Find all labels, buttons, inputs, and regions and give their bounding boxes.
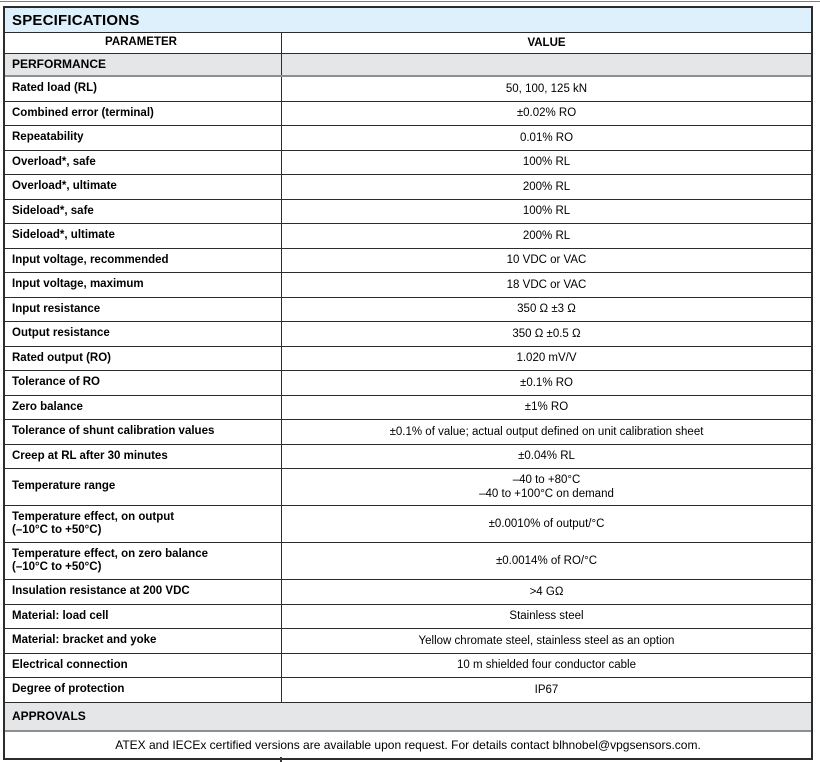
cropped-divider-artifact [280,757,282,762]
table-row: Temperature range –40 to +80°C –40 to +1… [5,469,811,506]
parameter-cell: Creep at RL after 30 minutes [5,444,282,468]
page-top-hairline [0,1,820,2]
parameter-cell: Zero balance [5,395,282,419]
parameter-cell: Input resistance [5,297,282,321]
table-row: Input voltage, recommended 10 VDC or VAC [5,248,811,273]
value-cell: 350 Ω ±0.5 Ω [512,327,581,340]
parameter-cell: Material: load cell [5,604,282,628]
value-cell: –40 to +80°C –40 to +100°C on demand [282,469,811,505]
table-row: Creep at RL after 30 minutes ±0.04% RL [5,444,811,469]
table-row: Material: bracket and yoke Yellow chroma… [5,629,811,654]
parameter-cell: Temperature effect, on output (–10°C to … [5,506,282,542]
value-cell: 0.01% RO [519,131,574,144]
value-cell: ±0.0010% of output/°C [488,518,605,530]
table-row: Rated load (RL) 50, 100, 125 kN [5,77,811,102]
section-label: APPROVALS [12,709,86,723]
value-cell: 50, 100, 125 kN [505,82,588,95]
value-cell: Yellow chromate steel, stainless steel a… [418,634,675,647]
approvals-note-text: ATEX and IECEx certified versions are av… [115,737,701,752]
parameter-cell: Temperature range [5,469,282,505]
parameter-line-2: (–10°C to +50°C) [12,524,102,536]
section-header-approvals: APPROVALS [5,702,811,732]
table-row: Degree of protection IP67 [5,678,811,703]
table-row: Input resistance 350 Ω ±3 Ω [5,297,811,322]
table-row: Electrical connection 10 m shielded four… [5,653,811,678]
table-title: SPECIFICATIONS [5,8,811,33]
value-cell: Stainless steel [509,610,584,623]
parameter-cell: Electrical connection [5,653,282,677]
value-cell: ±0.1% RO [520,376,573,389]
value-cell: 350 Ω ±3 Ω [517,303,576,316]
value-cell: ±0.02% RO [516,107,577,120]
table-row: Repeatability 0.01% RO [5,126,811,151]
table-row: Temperature effect, on zero balance (–10… [5,543,811,580]
parameter-cell: Sideload*, ultimate [5,224,282,248]
section-empty-cell [282,54,811,75]
parameter-cell: Output resistance [5,322,282,346]
parameter-cell: Combined error (terminal) [5,101,282,125]
table-row: Combined error (terminal) ±0.02% RO [5,101,811,126]
parameter-cell: Input voltage, recommended [5,248,282,272]
value-cell: 200% RL [522,229,571,242]
parameter-cell: Degree of protection [5,678,282,702]
parameter-cell: Sideload*, safe [5,199,282,223]
table-row: Sideload*, ultimate 200% RL [5,224,811,249]
value-cell: 10 m shielded four conductor cable [457,659,636,672]
column-header-row: PARAMETER VALUE [5,33,811,54]
table-row: Insulation resistance at 200 VDC >4 GΩ [5,580,811,605]
table-row: Output resistance 350 Ω ±0.5 Ω [5,322,811,347]
parameter-cell: Repeatability [5,126,282,150]
approvals-note: ATEX and IECEx certified versions are av… [5,732,811,758]
table-row: Tolerance of shunt calibration values ±0… [5,420,811,445]
section-header-performance: PERFORMANCE [5,54,811,77]
table-row: Sideload*, safe 100% RL [5,199,811,224]
table-row: Rated output (RO) 1.020 mV/V [5,346,811,371]
value-cell: 18 VDC or VAC [506,278,587,291]
table-row: Tolerance of RO ±0.1% RO [5,371,811,396]
column-header-parameter: PARAMETER [5,33,282,53]
parameter-cell: Material: bracket and yoke [5,629,282,653]
column-header-value: VALUE [527,37,566,49]
table-row: Input voltage, maximum 18 VDC or VAC [5,273,811,298]
table-row: Zero balance ±1% RO [5,395,811,420]
parameter-cell: Insulation resistance at 200 VDC [5,580,282,604]
parameter-cell: Tolerance of RO [5,371,282,395]
table-row: Material: load cell Stainless steel [5,604,811,629]
table-row: Overload*, ultimate 200% RL [5,175,811,200]
parameter-cell: Temperature effect, on zero balance (–10… [5,543,282,579]
parameter-cell: Overload*, safe [5,150,282,174]
value-cell: ±0.1% of value; actual output defined on… [389,425,704,438]
value-cell: 100% RL [522,156,571,169]
value-cell: ±0.0014% of RO/°C [495,555,598,567]
parameter-line-1: Temperature effect, on output [12,510,175,523]
value-cell: 1.020 mV/V [516,352,577,365]
parameter-cell: Tolerance of shunt calibration values [5,420,282,444]
specifications-table: SPECIFICATIONS PARAMETER VALUE PERFORMAN… [3,6,813,760]
parameter-cell: Overload*, ultimate [5,175,282,199]
value-cell: ±1% RO [524,401,569,414]
value-cell: 200% RL [522,180,571,193]
section-label: PERFORMANCE [5,54,282,75]
value-cell: IP67 [534,683,559,696]
table-row: Overload*, safe 100% RL [5,150,811,175]
value-cell: 10 VDC or VAC [506,254,587,267]
value-cell: >4 GΩ [529,585,564,598]
table-title-label: SPECIFICATIONS [12,11,140,29]
value-line-1: –40 to +80°C [512,474,581,486]
value-cell: 100% RL [522,205,571,218]
parameter-line-2: (–10°C to +50°C) [12,561,102,573]
parameter-cell: Rated load (RL) [5,77,282,101]
value-cell: ±0.04% RL [518,450,575,463]
parameter-line-1: Temperature effect, on zero balance [12,547,208,560]
parameter-cell: Input voltage, maximum [5,273,282,297]
table-row: Temperature effect, on output (–10°C to … [5,506,811,543]
parameter-cell: Rated output (RO) [5,346,282,370]
value-line-2: –40 to +100°C on demand [479,488,614,500]
